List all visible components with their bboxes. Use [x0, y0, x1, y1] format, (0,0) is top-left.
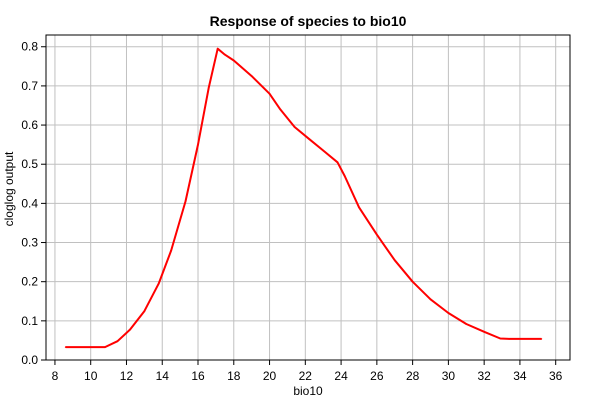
curve-data-point [447, 312, 450, 314]
x-axis-label: bio10 [293, 384, 323, 398]
y-tick-label: 0.2 [21, 275, 38, 289]
x-tick-label: 30 [442, 369, 456, 383]
grid-lines [46, 35, 570, 361]
y-tick-label: 0.3 [21, 236, 38, 250]
curve-data-point [116, 340, 119, 343]
plot-frame [45, 34, 571, 361]
y-axis-label: cloglog output [2, 151, 16, 226]
y-tick-label: 0.0 [21, 353, 38, 367]
curve-data-point [197, 143, 199, 146]
y-tick-label: 0.4 [21, 196, 38, 210]
curve-data-point [540, 338, 543, 340]
curve-data-point [279, 108, 282, 111]
curve-data-point [143, 310, 146, 312]
curve-data-point [376, 233, 378, 236]
curve-data-point [429, 298, 432, 301]
x-tick-label: 16 [191, 369, 205, 383]
curve-data-point [508, 338, 511, 340]
axis-ticks: 8 10 12 14 16 18 20 22 24 26 28 30 32 34 36 0.0 0.1 0.2 0.… [21, 40, 562, 383]
curve-data-point [358, 206, 360, 209]
x-tick-label: 8 [52, 369, 59, 383]
x-tick-label: 28 [406, 369, 420, 383]
curve-data-point [393, 259, 396, 262]
curve-data-point [233, 59, 235, 62]
curve-data-point [465, 323, 468, 325]
curve-data-point [184, 200, 187, 203]
curve-data-point [336, 161, 339, 164]
x-tick-label: 20 [263, 369, 277, 383]
curve-data-point [224, 53, 226, 56]
x-tick-label: 34 [513, 369, 527, 383]
y-tick-label: 0.7 [21, 79, 38, 93]
curve-data-point [322, 149, 325, 152]
x-tick-label: 14 [156, 369, 170, 383]
curve-data-point [499, 337, 502, 340]
curve-data-point [170, 249, 172, 252]
y-tick-label: 0.8 [21, 40, 38, 54]
y-tick-label: 0.1 [21, 314, 38, 328]
curve-data-point [64, 346, 67, 348]
curve-data-point [293, 126, 296, 128]
curve-data-point [129, 328, 131, 331]
curve-data-point [207, 87, 210, 89]
x-tick-label: 36 [549, 369, 563, 383]
curve-data-point [343, 175, 346, 177]
curve-data-point [411, 280, 414, 283]
x-tick-label: 12 [120, 369, 134, 383]
curve-data-point [483, 331, 486, 333]
curve-data-point [308, 138, 310, 140]
y-tick-label: 0.6 [21, 118, 38, 132]
curve-data-point [104, 346, 106, 348]
x-tick-label: 22 [299, 369, 313, 383]
x-tick-label: 26 [370, 369, 384, 383]
x-tick-label: 24 [334, 369, 348, 383]
curve-data-point [250, 75, 253, 77]
series-layer [64, 47, 543, 349]
y-tick-label: 0.5 [21, 157, 38, 171]
chart-title: Response of species to bio10 [210, 13, 407, 29]
curve-data-point [216, 47, 219, 50]
x-tick-label: 18 [227, 369, 241, 383]
curve-data-point [157, 282, 160, 285]
x-tick-label: 10 [84, 369, 98, 383]
x-tick-label: 32 [477, 369, 491, 383]
curve-data-point [268, 92, 271, 95]
response-curve-line [65, 47, 542, 349]
